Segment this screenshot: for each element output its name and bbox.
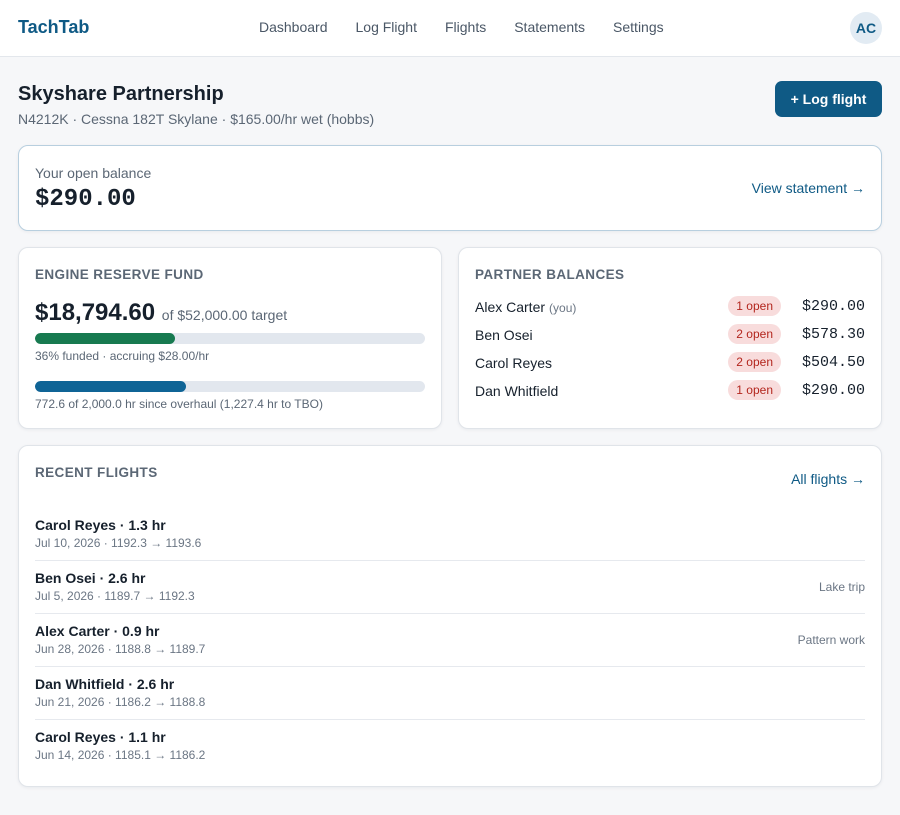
reserve-progress-bar: [35, 333, 425, 344]
recent-flights-title: Recent flights: [35, 465, 158, 480]
open-count-badge: 2 open: [728, 352, 781, 372]
open-count-badge: 2 open: [728, 324, 781, 344]
partner-name: Ben Osei: [475, 327, 533, 343]
recent-flights-card: Recent flights All flights → Carol Reyes…: [18, 445, 882, 787]
flight-details: Jun 21, 2026 · 1186.2 → 1188.8: [35, 695, 206, 709]
nav-dashboard[interactable]: Dashboard: [259, 19, 328, 35]
flight-row[interactable]: Ben Osei · 2.6 hr Jul 5, 2026 · 1189.7 →…: [35, 561, 865, 614]
flight-title: Dan Whitfield · 2.6 hr: [35, 676, 175, 692]
partner-row: Carol Reyes 2 open $504.50: [475, 352, 865, 374]
partner-row: Alex Carter (you) 1 open $290.00: [475, 296, 865, 318]
reserve-title: Engine reserve fund: [35, 267, 204, 282]
brand-logo[interactable]: TachTab: [18, 17, 90, 37]
flight-details: Jul 5, 2026 · 1189.7 → 1192.3: [35, 589, 195, 603]
open-balance-label: Your open balance: [35, 165, 152, 181]
overhaul-caption: 772.6 of 2,000.0 hr since overhaul (1,22…: [35, 397, 323, 411]
partner-balance: $290.00: [801, 298, 865, 315]
partners-title: Partner balances: [475, 267, 625, 282]
flight-list: Carol Reyes · 1.3 hr Jul 10, 2026 · 1192…: [35, 508, 865, 773]
partner-name: Alex Carter (you): [475, 299, 577, 315]
reserve-target: of $52,000.00 target: [161, 307, 288, 323]
aircraft-subtitle: N4212K · Cessna 182T Skylane · $165.00/h…: [18, 111, 375, 127]
engine-reserve-card: Engine reserve fund $18,794.60 of $52,00…: [18, 247, 442, 429]
flight-title: Carol Reyes · 1.1 hr: [35, 729, 166, 745]
partner-row: Ben Osei 2 open $578.30: [475, 324, 865, 346]
main-nav: Dashboard Log Flight Flights Statements …: [245, 19, 678, 35]
open-balance-value: $290.00: [35, 186, 136, 213]
open-balance-card: Your open balance $290.00 View statement…: [18, 145, 882, 231]
partner-balance: $290.00: [801, 382, 865, 399]
reserve-progress-fill: [35, 333, 176, 344]
partner-balance: $578.30: [801, 326, 865, 343]
flight-note: Lake trip: [818, 580, 865, 594]
flight-details: Jul 10, 2026 · 1192.3 → 1193.6: [35, 536, 202, 550]
overhaul-progress-bar: [35, 381, 425, 392]
top-nav-bar: TachTab Dashboard Log Flight Flights Sta…: [0, 0, 900, 57]
flight-details: Jun 28, 2026 · 1188.8 → 1189.7: [35, 642, 206, 656]
flight-title: Carol Reyes · 1.3 hr: [35, 517, 166, 533]
partner-name: Dan Whitfield: [475, 383, 559, 399]
log-flight-button[interactable]: + Log flight: [775, 81, 882, 117]
partner-row: Dan Whitfield 1 open $290.00: [475, 380, 865, 402]
open-count-badge: 1 open: [728, 380, 781, 400]
flight-note: Pattern work: [797, 633, 865, 647]
nav-settings[interactable]: Settings: [613, 19, 664, 35]
flight-details: Jun 14, 2026 · 1185.1 → 1186.2: [35, 748, 206, 762]
nav-statements[interactable]: Statements: [514, 19, 586, 35]
partner-balance: $504.50: [801, 354, 865, 371]
partner-name: Carol Reyes: [475, 355, 553, 371]
open-count-badge: 1 open: [728, 296, 781, 316]
flight-title: Alex Carter · 0.9 hr: [35, 623, 160, 639]
reserve-amount: $18,794.60: [35, 299, 156, 326]
all-flights-link[interactable]: All flights →: [791, 471, 865, 487]
flight-row[interactable]: Dan Whitfield · 2.6 hr Jun 21, 2026 · 11…: [35, 667, 865, 720]
reserve-amount-line: $18,794.60 of $52,000.00 target: [35, 299, 287, 327]
flight-row[interactable]: Carol Reyes · 1.3 hr Jul 10, 2026 · 1192…: [35, 508, 865, 561]
flight-title: Ben Osei · 2.6 hr: [35, 570, 146, 586]
view-statement-link[interactable]: View statement →: [751, 180, 865, 196]
partner-balances-card: Partner balances Alex Carter (you) 1 open…: [458, 247, 882, 429]
overhaul-progress-fill: [35, 381, 186, 392]
flight-row[interactable]: Alex Carter · 0.9 hr Jun 28, 2026 · 1188…: [35, 614, 865, 667]
flight-row[interactable]: Carol Reyes · 1.1 hr Jun 14, 2026 · 1185…: [35, 720, 865, 773]
page-title: Skyshare Partnership: [18, 83, 224, 105]
nav-flights[interactable]: Flights: [444, 19, 487, 35]
you-tag: (you): [549, 301, 577, 315]
reserve-caption: 36% funded · accruing $28.00/hr: [35, 349, 210, 363]
user-avatar[interactable]: AC: [850, 12, 882, 44]
nav-log-flight[interactable]: Log Flight: [355, 19, 417, 35]
